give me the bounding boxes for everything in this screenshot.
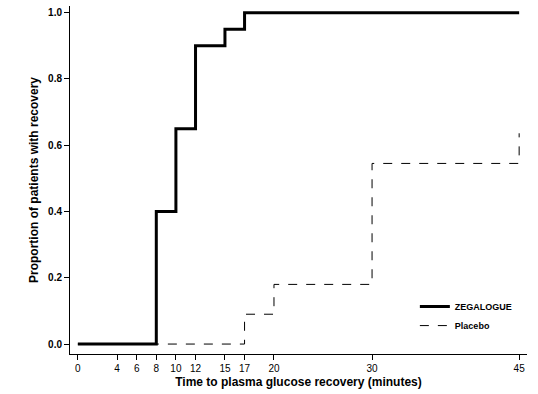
- svg-text:Time to plasma glucose recover: Time to plasma glucose recovery (minutes…: [175, 375, 422, 389]
- svg-text:0.2: 0.2: [48, 272, 62, 283]
- svg-text:45: 45: [514, 363, 526, 374]
- svg-text:17: 17: [239, 363, 251, 374]
- svg-text:6: 6: [134, 363, 140, 374]
- svg-text:Proportion of patients with re: Proportion of patients with recovery: [27, 77, 41, 283]
- svg-text:1.0: 1.0: [48, 7, 62, 18]
- svg-text:8: 8: [154, 363, 160, 374]
- svg-text:0.8: 0.8: [48, 73, 62, 84]
- svg-text:Placebo: Placebo: [455, 321, 490, 331]
- svg-text:30: 30: [366, 363, 378, 374]
- svg-text:4: 4: [114, 363, 120, 374]
- svg-text:0.0: 0.0: [48, 339, 62, 350]
- svg-text:0.6: 0.6: [48, 140, 62, 151]
- svg-text:ZEGALOGUE: ZEGALOGUE: [455, 302, 512, 312]
- svg-text:10: 10: [170, 363, 182, 374]
- svg-text:15: 15: [219, 363, 231, 374]
- svg-text:0.4: 0.4: [48, 206, 62, 217]
- svg-text:12: 12: [190, 363, 202, 374]
- svg-text:20: 20: [268, 363, 280, 374]
- svg-text:0: 0: [75, 363, 81, 374]
